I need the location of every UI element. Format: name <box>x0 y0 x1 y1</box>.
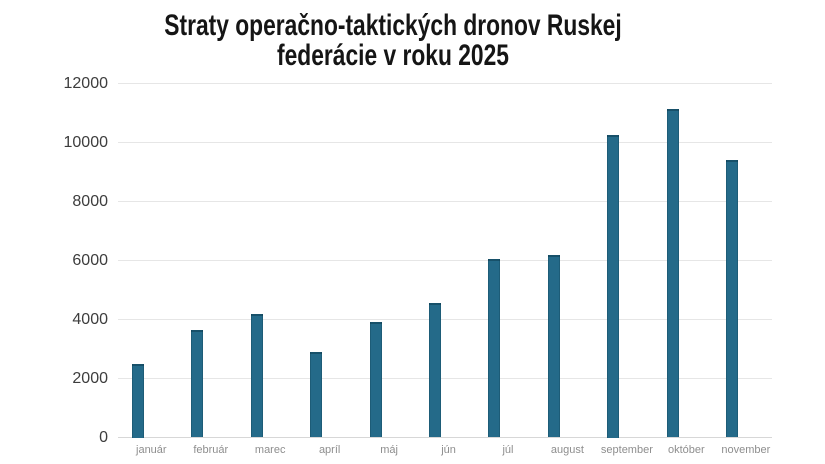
x-axis-category-label: november <box>721 444 771 456</box>
bar-jún <box>428 303 441 438</box>
y-axis-tick-label: 10000 <box>63 133 109 151</box>
gridline <box>118 142 772 143</box>
chart-title-line-2: federácie v roku 2025 <box>277 39 509 72</box>
x-axis-category-label: január <box>136 444 167 456</box>
x-axis-category-label: február <box>193 444 229 456</box>
x-axis-line <box>118 437 772 438</box>
bar-marec <box>250 313 263 438</box>
bar-august <box>547 254 560 438</box>
gridline <box>118 201 772 202</box>
y-axis-tick-label: 6000 <box>72 251 108 269</box>
bar-september <box>607 135 620 438</box>
x-axis-category-label: október <box>667 444 705 456</box>
gridline <box>118 83 772 84</box>
y-axis-tick-label: 2000 <box>72 369 108 387</box>
x-axis-category-label: máj <box>380 444 398 456</box>
y-axis-tick-label: 4000 <box>72 310 108 328</box>
y-axis-tick-label: 8000 <box>72 192 108 210</box>
x-axis-category-label: marec <box>254 444 286 456</box>
y-axis-tick-label: 0 <box>99 428 108 446</box>
y-axis-tick-label: 12000 <box>63 74 109 92</box>
bar-február <box>191 329 204 438</box>
bar-november <box>726 160 739 438</box>
gridline <box>118 378 772 379</box>
x-axis-category-label: jún <box>441 444 456 456</box>
bar-apríl <box>310 351 323 438</box>
bar-júl <box>488 259 501 438</box>
chart-title-line-1: Straty operačno-taktických dronov Ruskej <box>164 9 622 42</box>
x-axis-category-label: apríl <box>318 444 341 456</box>
gridline <box>118 319 772 320</box>
bar-október <box>666 108 679 438</box>
x-axis-category-label: september <box>600 444 653 456</box>
x-axis-category-label: august <box>550 444 584 456</box>
chart-title: Straty operačno-taktických dronov Ruskej… <box>94 11 691 71</box>
bar-máj <box>369 322 382 438</box>
gridline <box>118 260 772 261</box>
x-axis-category-label: júl <box>502 444 514 456</box>
bar-január <box>131 363 144 438</box>
